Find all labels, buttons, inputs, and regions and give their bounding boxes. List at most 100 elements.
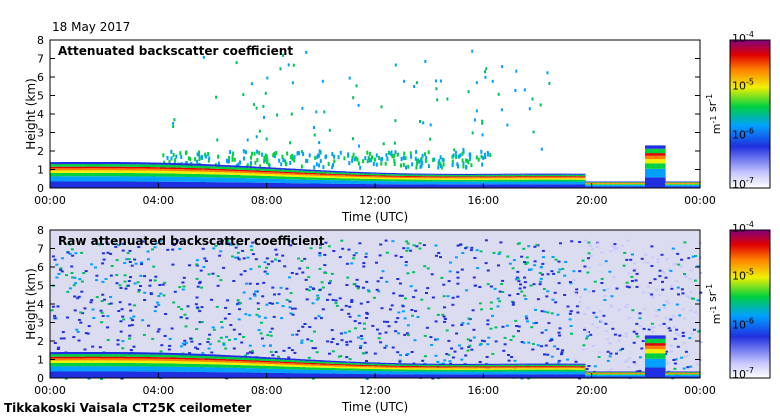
layer-cell <box>395 371 401 375</box>
layer-cell <box>470 173 476 175</box>
layer-cell <box>575 367 581 369</box>
layer-cell <box>565 374 571 378</box>
layer-cell <box>395 184 401 188</box>
layer-cell <box>480 369 486 372</box>
layer-cell <box>230 357 236 360</box>
y-tick-label: 6 <box>37 71 44 84</box>
noise-cell <box>437 252 441 254</box>
noise-cell <box>222 266 226 269</box>
layer-cell <box>560 371 566 375</box>
layer-cell <box>210 360 216 362</box>
layer-cell <box>220 174 226 178</box>
layer-cell <box>245 170 251 172</box>
layer-cell <box>650 148 656 154</box>
noise-cell <box>95 296 99 299</box>
layer-cell <box>595 186 601 188</box>
noise-cell <box>680 288 684 291</box>
speckle-cell <box>403 79 406 83</box>
noise-cell <box>59 337 63 340</box>
layer-cell <box>695 375 701 377</box>
layer-cell <box>265 172 271 174</box>
layer-cell <box>430 369 436 372</box>
layer-cell <box>310 179 316 184</box>
noise-cell <box>287 239 291 242</box>
speckle-cell <box>514 89 517 92</box>
noise-cell <box>200 286 204 289</box>
layer-cell <box>330 368 336 371</box>
noise-cell <box>249 268 253 271</box>
layer-cell <box>380 181 386 185</box>
noise-cell <box>250 350 254 352</box>
layer-cell <box>240 361 246 363</box>
layer-cell <box>215 164 221 167</box>
noise-cell <box>516 242 520 245</box>
layer-cell <box>280 362 286 365</box>
layer-cell <box>505 178 511 180</box>
layer-cell <box>315 173 321 175</box>
noise-cell <box>106 339 110 341</box>
speckle-cell <box>481 121 484 125</box>
layer-cell <box>495 367 501 369</box>
noise-cell <box>339 355 343 358</box>
noise-cell <box>263 261 267 264</box>
layer-cell <box>475 366 481 368</box>
layer-cell <box>330 366 336 368</box>
tuft-cell <box>170 156 173 161</box>
noise-cell <box>106 251 110 254</box>
noise-cell <box>139 274 143 277</box>
layer-cell <box>650 349 656 354</box>
layer-cell <box>510 173 516 175</box>
y-tick-label: 1 <box>37 354 44 367</box>
noise-cell <box>557 271 561 274</box>
noise-cell <box>523 276 527 279</box>
layer-cell <box>295 360 301 363</box>
noise-cell <box>635 322 639 325</box>
layer-cell <box>550 181 556 185</box>
noise-cell <box>217 340 221 343</box>
speckle-cell <box>539 103 542 107</box>
layer-cell <box>600 186 606 188</box>
noise-cell <box>683 274 687 277</box>
layer-cell <box>695 374 701 375</box>
tuft-cell <box>217 154 220 159</box>
noise-cell <box>480 308 484 311</box>
layer-cell <box>545 367 551 369</box>
layer-cell <box>355 370 361 374</box>
layer-cell <box>620 376 626 378</box>
noise-cell <box>119 320 123 323</box>
tuft-cell <box>437 165 440 170</box>
noise-cell <box>527 245 531 248</box>
layer-cell <box>210 164 216 167</box>
layer-cell <box>160 181 166 188</box>
layer-cell <box>640 373 646 375</box>
layer-cell <box>535 363 541 365</box>
tuft-cell <box>204 154 207 159</box>
noise-cell <box>539 265 543 268</box>
noise-cell <box>650 322 654 325</box>
tuft-cell <box>218 161 220 166</box>
noise-cell <box>287 346 291 349</box>
noise-cell <box>527 341 531 344</box>
noise-cell <box>578 270 582 273</box>
noise-cell <box>609 304 613 307</box>
layer-cell <box>655 145 661 149</box>
noise-cell <box>535 243 539 246</box>
noise-cell <box>109 252 113 255</box>
layer-cell <box>135 166 141 169</box>
layer-cell <box>565 181 571 185</box>
layer-cell <box>495 179 501 182</box>
layer-cell <box>275 172 281 175</box>
layer-cell <box>395 181 401 185</box>
noise-cell <box>600 277 604 280</box>
tuft-cell <box>451 159 454 164</box>
layer-cell <box>415 371 421 375</box>
noise-cell <box>239 273 243 276</box>
noise-cell <box>635 332 639 335</box>
noise-cell <box>486 269 490 272</box>
noise-cell <box>56 348 60 350</box>
colorbar-tick-label: 10-6 <box>732 317 754 332</box>
layer-cell <box>160 170 166 174</box>
layer-cell <box>425 174 431 177</box>
layer-cell <box>245 361 251 364</box>
noise-cell <box>546 273 550 276</box>
